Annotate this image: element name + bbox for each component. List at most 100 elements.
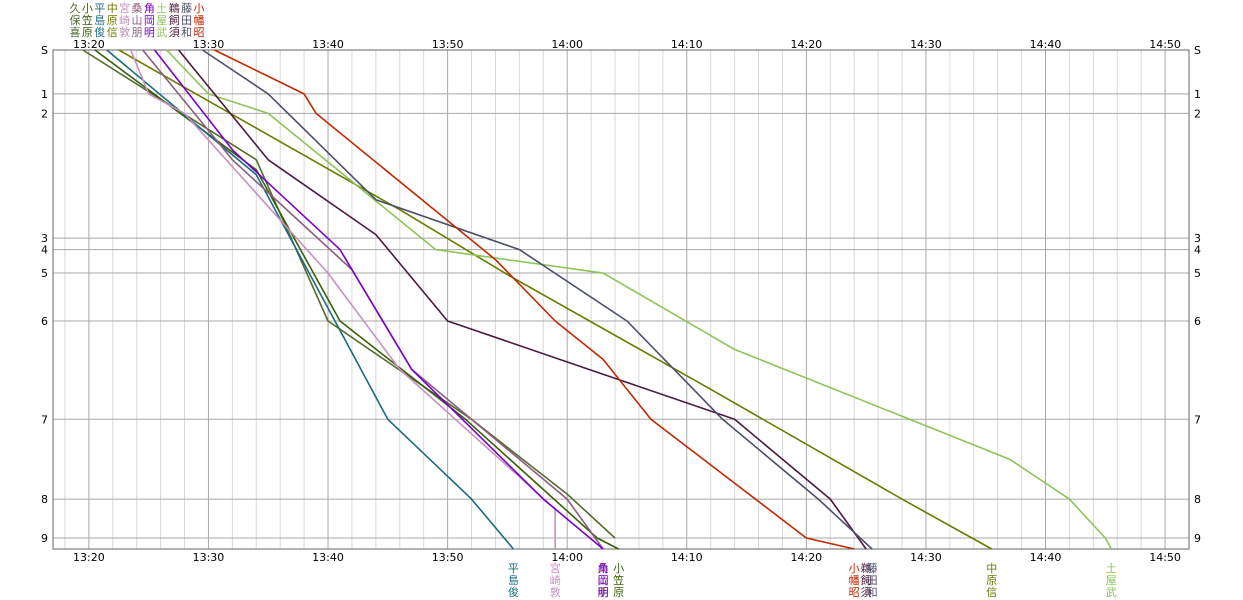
series-line (214, 49, 855, 550)
series-label-bottom-char: 中 (986, 562, 997, 575)
series-label-top-char: 岡 (144, 14, 155, 27)
series-label-bottom-char: 明 (598, 586, 609, 599)
y-tick-label: 3 (41, 232, 48, 245)
series-label-top-char: 屋 (156, 14, 167, 27)
series-label-bottom-char: 飼 (861, 573, 872, 587)
x-tick-label: 13:50 (432, 38, 464, 51)
series-label-bottom-char: 土 (1106, 562, 1117, 575)
x-tick-label: 14:00 (551, 38, 583, 51)
series-label-bottom-char: 和 (867, 586, 878, 599)
series-label-bottom-char: 俊 (508, 585, 519, 599)
y-tick-label: 9 (41, 532, 48, 545)
series-label-bottom-char: 藤 (867, 562, 878, 575)
series-label-top-char: 朋 (132, 26, 143, 39)
x-tick-label: 13:30 (193, 38, 225, 51)
series-label-top-char: 須 (169, 26, 180, 39)
series-label-top-char: 桑 (132, 2, 143, 15)
series-label-top-char: 藤 (181, 2, 192, 15)
series-line (166, 49, 1113, 550)
series-label-bottom-char: 鵜 (861, 561, 872, 575)
series-label-top-char: 山 (132, 14, 143, 27)
series-label-top-char: 宮 (119, 1, 130, 15)
series-label-bottom-char: 朋 (598, 586, 609, 599)
series-label-top-char: 小 (82, 2, 93, 15)
series-label-top-char: 島 (94, 13, 105, 27)
y-tick-label: 2 (41, 107, 48, 120)
y-axis-left: S 1 2 34 5 6 7 8 9 (41, 44, 48, 545)
series-label-bottom-char: 敦 (550, 585, 561, 599)
series-label-bottom-char: 桑 (598, 562, 609, 575)
y-tick-label: 7 (41, 413, 48, 426)
y-tick-label: 1 (1194, 88, 1201, 101)
y-tick-label: 6 (41, 315, 48, 328)
y-tick-label: S (41, 44, 48, 57)
series-label-top-char: 信 (107, 26, 118, 39)
y-tick-label: 9 (1194, 532, 1201, 545)
series-label-top-char: 久 (70, 2, 81, 15)
series-label-top-char: 原 (82, 26, 93, 39)
x-axis-bottom: 13:20 13:30 13:40 13:50 14:00 14:10 14:20 14:30… (73, 551, 1181, 564)
series-label-top-char: 敦 (119, 25, 130, 39)
y-tick-label: 7 (1194, 413, 1201, 426)
x-tick-label: 13:20 (73, 38, 105, 51)
series-label-bottom-char: 島 (508, 573, 519, 587)
series-label-top-char: 幡 (194, 13, 205, 27)
series-line (153, 49, 604, 550)
series-label-bottom-char: 原 (613, 586, 624, 599)
y-tick-label: 5 (1194, 267, 1201, 280)
x-tick-label: 13:30 (193, 551, 225, 564)
y-tick-label: 3 (1194, 232, 1201, 245)
series-label-bottom-char: 小 (613, 562, 624, 575)
y-tick-label: 1 (41, 88, 48, 101)
y-tick-label: 8 (41, 493, 48, 506)
series-label-bottom-char: 角 (598, 562, 609, 575)
series-label-bottom-char: 須 (861, 586, 872, 599)
series-label-top-char: 和 (181, 26, 192, 39)
series-label-bottom-char: 宮 (550, 561, 561, 575)
series-line (118, 49, 993, 550)
series-label-top-char: 田 (181, 14, 192, 27)
series-line (129, 49, 557, 549)
x-tick-label: 14:10 (671, 551, 703, 564)
series-label-bottom-char: 武 (1106, 586, 1117, 599)
grid-major (53, 49, 1189, 549)
series-label-top-char: 武 (156, 26, 167, 39)
series-label-top-char: 小 (194, 2, 205, 15)
series-label-top-char: 飼 (169, 13, 180, 27)
y-tick-label: 2 (1194, 107, 1201, 120)
series-label-bottom-char: 屋 (1106, 574, 1117, 587)
series-label-bottom-char: 岡 (598, 574, 609, 587)
y-tick-label: 4 (1194, 244, 1201, 257)
series-label-bottom-char: 信 (986, 586, 997, 599)
x-tick-label: 13:40 (312, 38, 344, 51)
series-label-bottom-char: 昭 (849, 586, 860, 599)
x-tick-label: 14:10 (671, 38, 703, 51)
grid-minor (64, 50, 1190, 549)
series-line (82, 49, 616, 539)
x-tick-label: 14:50 (1149, 551, 1181, 564)
x-tick-label: 13:40 (312, 551, 344, 564)
series-label-bottom-char: 崎 (550, 573, 561, 587)
series-label-top-char: 明 (144, 26, 155, 39)
y-tick-label: S (1194, 44, 1201, 57)
series-label-top-char: 平 (94, 2, 105, 15)
y-tick-label: 6 (1194, 315, 1201, 328)
x-tick-label: 13:20 (73, 551, 105, 564)
series-label-top-char: 保 (70, 13, 81, 27)
series-label-bottom-char: 笠 (613, 573, 624, 587)
x-tick-label: 14:40 (1030, 38, 1062, 51)
series-line (177, 49, 867, 550)
y-tick-label: 4 (41, 244, 48, 257)
x-tick-label: 14:40 (1030, 551, 1062, 564)
series-label-top-char: 喜 (70, 26, 81, 39)
x-tick-label: 14:00 (551, 551, 583, 564)
series-label-bottom-char: 山 (598, 574, 609, 587)
x-tick-label: 14:30 (910, 551, 942, 564)
x-axis-top: 13:20 13:30 13:40 13:50 14:00 14:10 14:20 14:30… (73, 38, 1181, 51)
series-label-top-char: 中 (107, 2, 118, 15)
series-label-top-char: 角 (144, 2, 155, 15)
series-line (106, 49, 515, 550)
